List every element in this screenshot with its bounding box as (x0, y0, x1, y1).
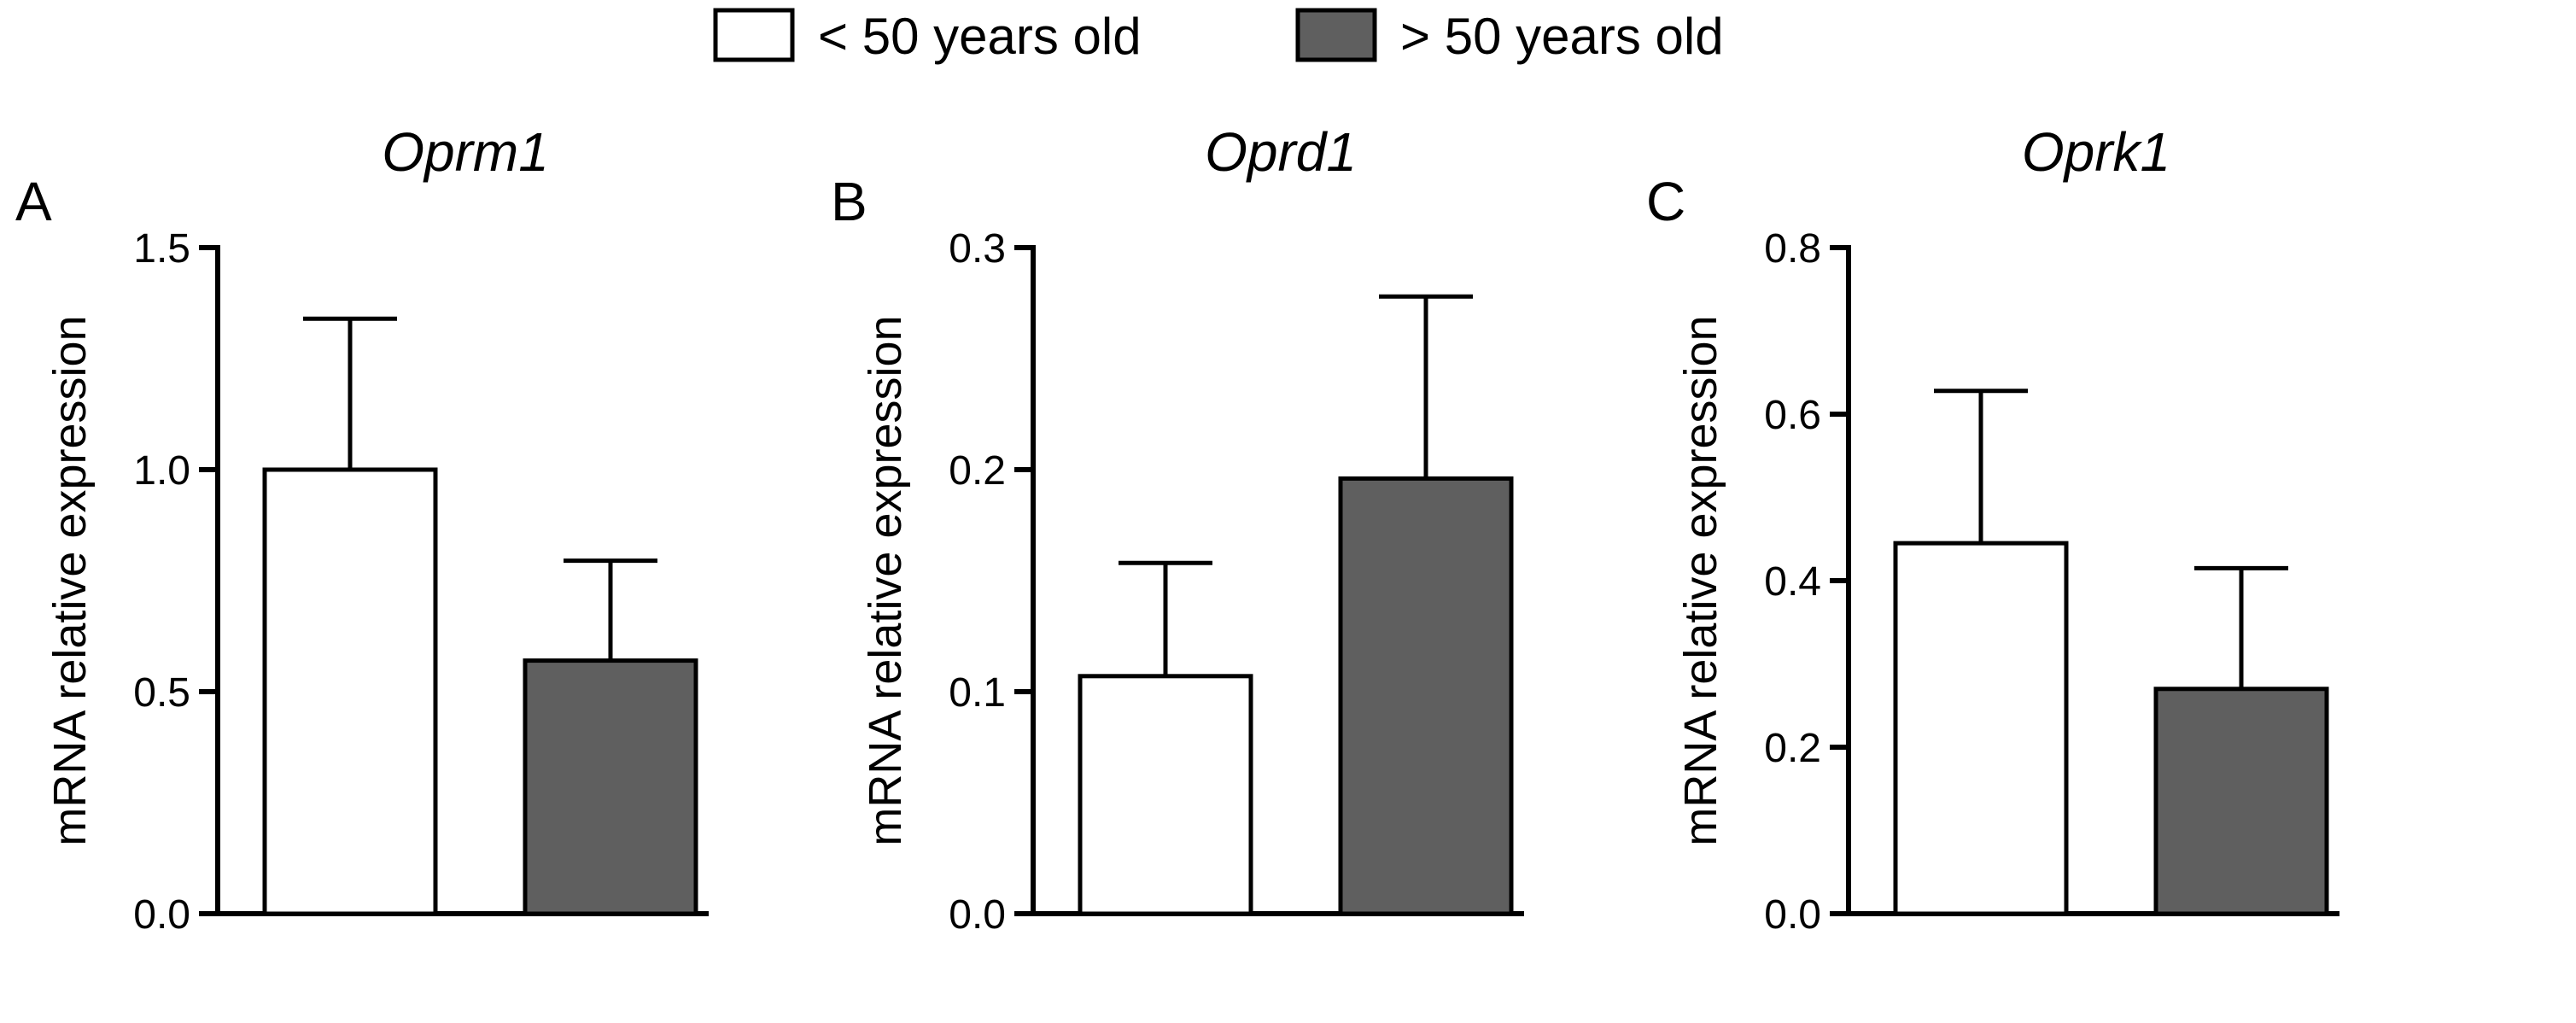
bar-over-50 (2153, 687, 2329, 916)
y-tick-label: 0.0 (133, 892, 190, 938)
panel-title: Oprk1 (2022, 121, 2170, 183)
legend-swatch-under-50 (713, 8, 795, 62)
bar-over-50 (523, 658, 698, 916)
y-axis-label: mRNA relative expression (1675, 315, 1726, 845)
y-tick-label: 0.4 (1764, 559, 1821, 605)
y-axis-label: mRNA relative expression (860, 315, 911, 845)
y-tick-label: 0.2 (949, 448, 1006, 494)
bar-over-50 (1338, 476, 1514, 916)
panel-letter: A (15, 171, 52, 232)
panel-letter: B (831, 171, 867, 232)
legend-label-over-50: > 50 years old (1400, 8, 1724, 65)
y-tick-label: 0.1 (949, 670, 1006, 716)
legend: < 50 years old > 50 years old (713, 8, 1724, 65)
chart-panels: A Oprm1 mRNA relative expression 0.0 0.5 1.0 1… (15, 121, 2339, 938)
panel-letter: C (1646, 171, 1685, 232)
bar-under-50 (262, 467, 438, 916)
legend-label-under-50: < 50 years old (818, 8, 1142, 65)
y-tick-label: 0.0 (949, 892, 1006, 938)
panel-c: C Oprk1 mRNA relative expression 0.0 0.2 0.4 0… (1646, 121, 2339, 938)
y-tick-label: 0.0 (1764, 892, 1821, 938)
y-tick-label: 0.6 (1764, 393, 1821, 438)
y-tick-label: 0.2 (1764, 726, 1821, 771)
bar-under-50 (1078, 674, 1253, 916)
y-tick-label: 1.0 (133, 448, 190, 494)
bar-under-50 (1893, 541, 2069, 916)
panel-title: Oprd1 (1205, 121, 1357, 183)
panel-title: Oprm1 (382, 121, 549, 183)
y-axis-label: mRNA relative expression (44, 315, 96, 845)
y-tick-label: 0.3 (949, 226, 1006, 272)
panel-a: A Oprm1 mRNA relative expression 0.0 0.5 1.0 1… (15, 121, 709, 938)
y-tick-label: 0.5 (133, 670, 190, 716)
y-tick-label: 1.5 (133, 226, 190, 272)
y-tick-label: 0.8 (1764, 226, 1821, 272)
legend-swatch-over-50 (1295, 8, 1377, 62)
panel-b: B Oprd1 mRNA relative expression 0.0 0.1 0.2 0… (831, 121, 1524, 938)
